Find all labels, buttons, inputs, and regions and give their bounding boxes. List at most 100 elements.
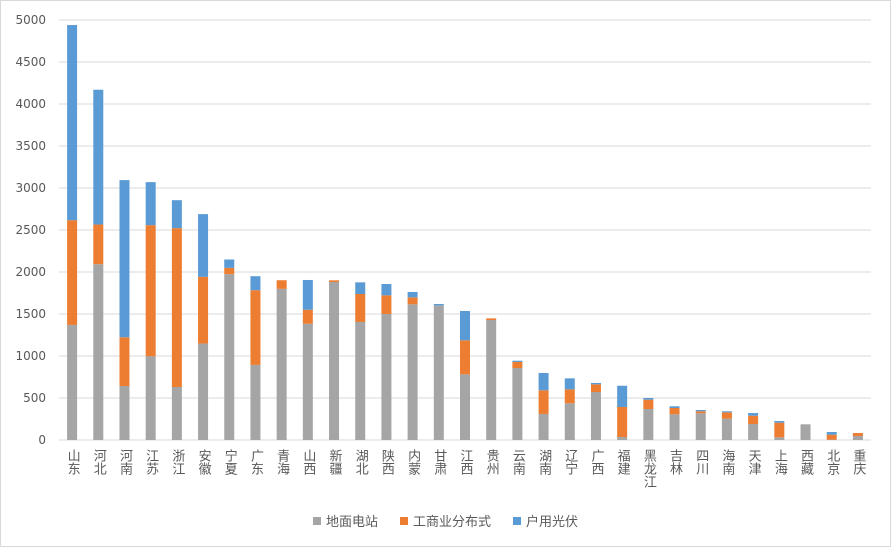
- bar-0-9: [303, 324, 313, 440]
- y-tick-label: 3000: [15, 181, 46, 195]
- x-tick-label: 湖北: [353, 449, 369, 476]
- x-tick-label: 宁夏: [222, 448, 238, 475]
- bar-1-4: [172, 228, 182, 387]
- bar-1-6: [224, 268, 234, 274]
- y-tick-label: 2500: [15, 223, 46, 237]
- x-tick-label: 安徽: [196, 449, 212, 475]
- bar-2-14: [434, 304, 444, 305]
- bar-2-27: [774, 421, 784, 423]
- x-tick-label: 西藏: [798, 449, 814, 475]
- x-tick-label: 黑龙江: [641, 449, 657, 488]
- bar-2-15: [460, 311, 470, 340]
- bar-1-10: [329, 280, 339, 282]
- bar-2-17: [512, 361, 522, 362]
- bar-0-20: [591, 392, 601, 440]
- y-tick-label: 5000: [15, 13, 46, 27]
- legend-item-2: 户用光伏: [513, 511, 578, 530]
- bar-2-24: [696, 410, 706, 411]
- bar-0-28: [801, 424, 811, 440]
- bar-1-30: [853, 433, 863, 436]
- bar-0-6: [224, 274, 234, 440]
- bar-0-19: [565, 403, 575, 440]
- legend-swatch-2: [513, 517, 521, 525]
- bar-1-19: [565, 389, 575, 403]
- bar-2-11: [355, 282, 365, 294]
- bar-0-24: [696, 413, 706, 440]
- y-tick-label: 0: [38, 433, 46, 447]
- bar-0-17: [512, 368, 522, 440]
- bar-2-3: [146, 182, 156, 225]
- y-tick-label: 500: [23, 391, 46, 405]
- bar-0-23: [670, 414, 680, 440]
- bar-1-9: [303, 310, 313, 324]
- bar-2-0: [67, 25, 77, 220]
- bar-0-16: [486, 320, 496, 440]
- bar-2-4: [172, 200, 182, 228]
- bar-2-2: [119, 180, 129, 337]
- bar-0-26: [748, 424, 758, 440]
- bar-1-12: [381, 295, 391, 314]
- bar-2-20: [591, 383, 601, 384]
- x-tick-label: 四川: [693, 449, 709, 475]
- legend-swatch-0: [313, 517, 321, 525]
- bar-2-26: [748, 413, 758, 416]
- bar-0-1: [93, 264, 103, 440]
- bar-2-19: [565, 378, 575, 389]
- bar-2-22: [643, 398, 653, 400]
- x-tick-label: 云南: [510, 449, 526, 475]
- bar-0-5: [198, 344, 208, 440]
- x-tick-label: 重庆: [850, 448, 866, 475]
- bar-0-21: [617, 437, 627, 440]
- bar-1-21: [617, 407, 627, 437]
- bar-1-0: [67, 220, 77, 325]
- bar-0-3: [146, 356, 156, 440]
- legend-label-2: 户用光伏: [526, 511, 578, 530]
- bar-0-10: [329, 282, 339, 440]
- x-tick-label: 福建: [615, 449, 631, 476]
- bar-2-6: [224, 259, 234, 267]
- legend-swatch-1: [400, 517, 408, 525]
- bar-0-13: [408, 304, 418, 440]
- x-tick-label: 北京: [824, 449, 840, 475]
- bar-1-16: [486, 318, 496, 320]
- bar-2-13: [408, 292, 418, 297]
- x-tick-label: 新疆: [327, 448, 343, 475]
- x-tick-label: 天津: [746, 449, 762, 475]
- x-tick-label: 广西: [588, 449, 604, 475]
- bar-1-1: [93, 225, 103, 265]
- legend-label-1: 工商业分布式: [413, 511, 491, 530]
- bar-1-29: [827, 435, 837, 440]
- legend-label-0: 地面电站: [326, 511, 378, 530]
- bar-2-1: [93, 90, 103, 225]
- x-tick-label: 甘肃: [431, 449, 447, 475]
- x-tick-label: 陕西: [379, 449, 395, 475]
- bar-1-15: [460, 340, 470, 374]
- bar-1-18: [539, 390, 549, 414]
- bar-0-0: [67, 325, 77, 440]
- x-tick-label: 山东: [65, 449, 81, 475]
- x-tick-label: 辽宁: [562, 449, 578, 475]
- bar-1-13: [408, 297, 418, 304]
- legend-item-1: 工商业分布式: [400, 511, 491, 530]
- x-tick-label: 内蒙: [405, 448, 421, 475]
- bar-2-29: [827, 432, 837, 435]
- bar-0-8: [277, 289, 287, 440]
- y-tick-label: 1000: [15, 349, 46, 363]
- y-tick-label: 1500: [15, 307, 46, 321]
- bar-2-9: [303, 280, 313, 310]
- bar-2-5: [198, 214, 208, 277]
- y-tick-label: 2000: [15, 265, 46, 279]
- bar-0-22: [643, 409, 653, 440]
- x-tick-label: 湖南: [536, 449, 552, 475]
- x-tick-label: 河北: [91, 449, 107, 476]
- bar-1-26: [748, 416, 758, 424]
- bar-0-12: [381, 314, 391, 440]
- bar-0-15: [460, 374, 470, 440]
- bar-1-27: [774, 423, 784, 438]
- bar-1-17: [512, 362, 522, 368]
- bar-0-4: [172, 387, 182, 440]
- bar-2-25: [722, 411, 732, 412]
- bar-0-18: [539, 414, 549, 440]
